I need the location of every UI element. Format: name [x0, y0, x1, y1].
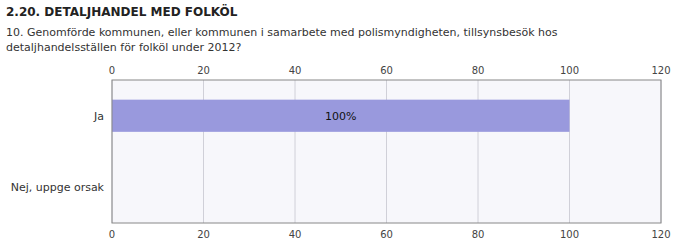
x-tick-label-top: 40 — [289, 65, 302, 76]
grid — [112, 80, 661, 223]
x-tick-label: 80 — [472, 229, 485, 240]
x-tick-label-top: 20 — [197, 65, 210, 76]
plot-frame — [112, 80, 661, 223]
x-tick-label-top: 120 — [651, 65, 670, 76]
plot-background — [112, 80, 661, 223]
bar — [112, 100, 570, 132]
x-tick-label-top: 100 — [560, 65, 579, 76]
subtitle-line: detaljhandelsställen för folköl under 20… — [6, 41, 242, 54]
x-tick-label: 120 — [651, 229, 670, 240]
x-tick-label-top: 80 — [472, 65, 485, 76]
x-tick-label-top: 0 — [109, 65, 115, 76]
data-label: 100% — [325, 110, 356, 123]
x-tick-label: 40 — [289, 229, 302, 240]
subtitle-line: 10. Genomförde kommunen, eller kommunen … — [6, 26, 558, 39]
x-tick-label: 100 — [560, 229, 579, 240]
x-tick-label-top: 60 — [380, 65, 393, 76]
x-tick-label: 0 — [109, 229, 115, 240]
y-tick-label: Ja — [93, 110, 104, 123]
title: 2.20. DETALJHANDEL MED FOLKÖL — [6, 4, 238, 19]
bars — [112, 100, 570, 132]
y-tick-label: Nej, uppge orsak — [11, 181, 105, 194]
x-tick-label: 20 — [197, 229, 210, 240]
subtitle: 10. Genomförde kommunen, eller kommunen … — [6, 26, 558, 54]
x-tick-label: 60 — [380, 229, 393, 240]
chart: 2.20. DETALJHANDEL MED FOLKÖL 10. Genomfö… — [0, 0, 681, 249]
labels: 100% — [325, 110, 356, 123]
